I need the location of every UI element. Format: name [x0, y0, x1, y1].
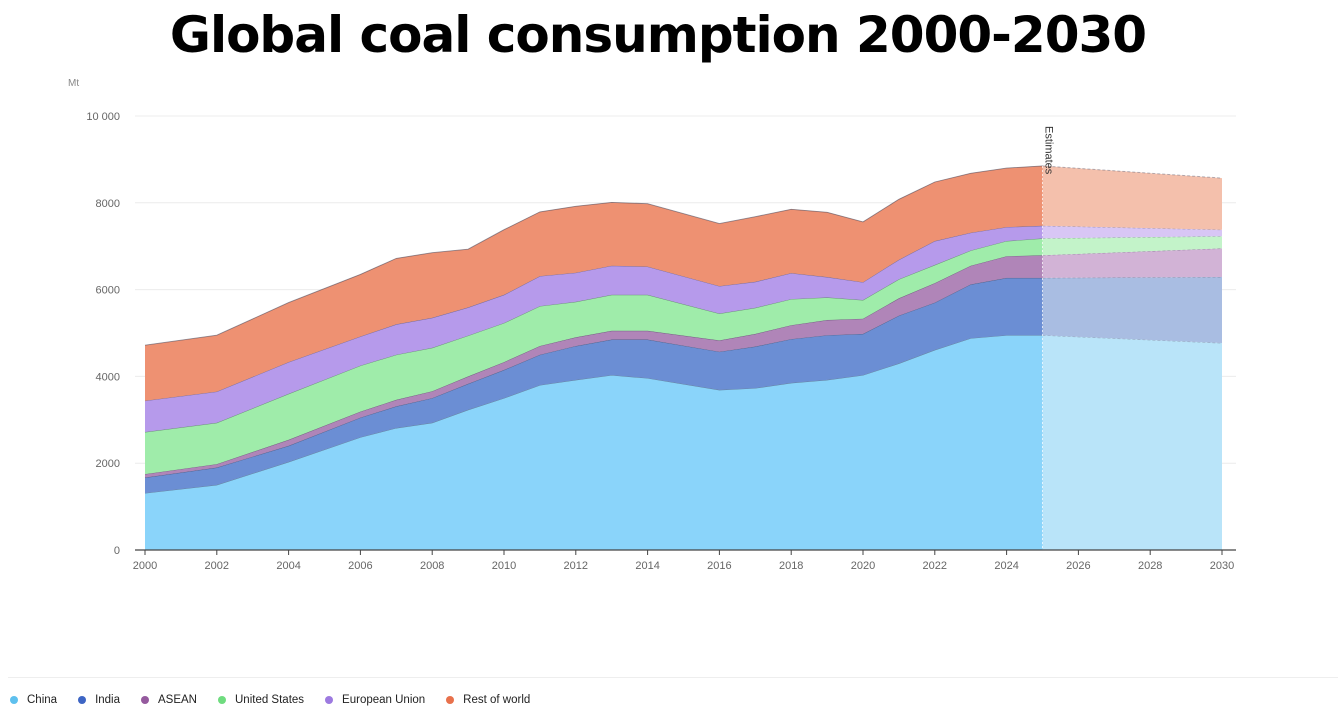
x-tick-label: 2002 — [205, 560, 229, 572]
area-european-union[interactable] — [145, 225, 1043, 432]
legend-divider — [8, 677, 1338, 678]
area-estimate-european-union[interactable] — [1042, 225, 1223, 239]
x-tick-label: 2008 — [420, 560, 444, 572]
area-estimate-united-states[interactable] — [1042, 236, 1223, 256]
area-estimate-asean[interactable] — [1042, 248, 1223, 278]
legend-dot-icon — [325, 696, 334, 704]
legend-item-rest-of-world[interactable]: Rest of world — [446, 694, 530, 706]
area-rest-of-world[interactable] — [145, 165, 1043, 401]
y-tick-label: 8000 — [96, 198, 120, 210]
x-tick-label: 2010 — [492, 560, 516, 572]
area-asean[interactable] — [145, 255, 1043, 478]
x-tick-label: 2012 — [564, 560, 588, 572]
x-tick-label: 2018 — [779, 560, 803, 572]
legend-item-european-union[interactable]: European Union — [325, 694, 425, 706]
y-tick-label: 4000 — [96, 371, 120, 383]
x-tick-label: 2014 — [635, 560, 659, 572]
stacked-area-chart: 0 2000 4000 6000 8000 10 000 Estimates 2000 2002… — [68, 78, 1236, 572]
legend-label: China — [27, 694, 58, 706]
y-tick-label: 6000 — [96, 285, 120, 297]
legend-label: United States — [235, 694, 305, 706]
legend-dot-icon — [446, 696, 455, 704]
x-tick-label: 2026 — [1066, 560, 1090, 572]
x-tick-label: 2028 — [1138, 560, 1162, 572]
x-tick-label: 2016 — [707, 560, 731, 572]
y-axis-unit-label: Mt — [68, 78, 79, 89]
legend-dot-icon — [141, 696, 149, 704]
legend-item-united-states[interactable]: United States — [218, 694, 304, 706]
area-edge-rest-of-world — [144, 165, 1043, 346]
legend-dot-icon — [10, 696, 18, 704]
area-china[interactable] — [145, 335, 1043, 550]
x-tick-label: 2004 — [276, 560, 300, 572]
areas-actual — [144, 165, 1043, 550]
x-tick-label: 2022 — [923, 560, 947, 572]
legend-label: European Union — [342, 694, 426, 706]
area-estimate-rest-of-world[interactable] — [1042, 165, 1223, 230]
legend-item-asean[interactable]: ASEAN — [141, 694, 197, 706]
area-estimate-india[interactable] — [1042, 277, 1223, 343]
legend-item-india[interactable]: India — [78, 694, 120, 706]
legend-label: Rest of world — [463, 694, 531, 706]
area-india[interactable] — [145, 277, 1043, 494]
x-tick-label: 2030 — [1210, 560, 1234, 572]
estimates-annotation: Estimates — [1043, 126, 1055, 175]
legend-item-china[interactable]: China — [10, 694, 57, 706]
area-united-states[interactable] — [145, 238, 1043, 475]
chart-title: Global coal consumption 2000-2030 — [169, 6, 1147, 64]
y-tick-label: 2000 — [96, 458, 120, 470]
x-tick-label: 2000 — [133, 560, 157, 572]
x-tick-label: 2020 — [851, 560, 875, 572]
legend-label: ASEAN — [158, 694, 197, 706]
legend-dot-icon — [78, 696, 87, 704]
axes: 0 2000 4000 6000 8000 10 000 Estimates 2000 2002… — [86, 111, 1236, 572]
area-estimate-china[interactable] — [1042, 335, 1223, 550]
areas-estimates — [1042, 165, 1223, 550]
legend-dot-icon — [218, 696, 226, 704]
y-tick-label: 10 000 — [86, 111, 120, 123]
legend: China India ASEAN United States European Uni… — [10, 694, 551, 706]
legend-label: India — [95, 694, 120, 706]
y-tick-label: 0 — [114, 545, 120, 557]
x-tick-label: 2024 — [994, 560, 1018, 572]
x-tick-label: 2006 — [348, 560, 372, 572]
